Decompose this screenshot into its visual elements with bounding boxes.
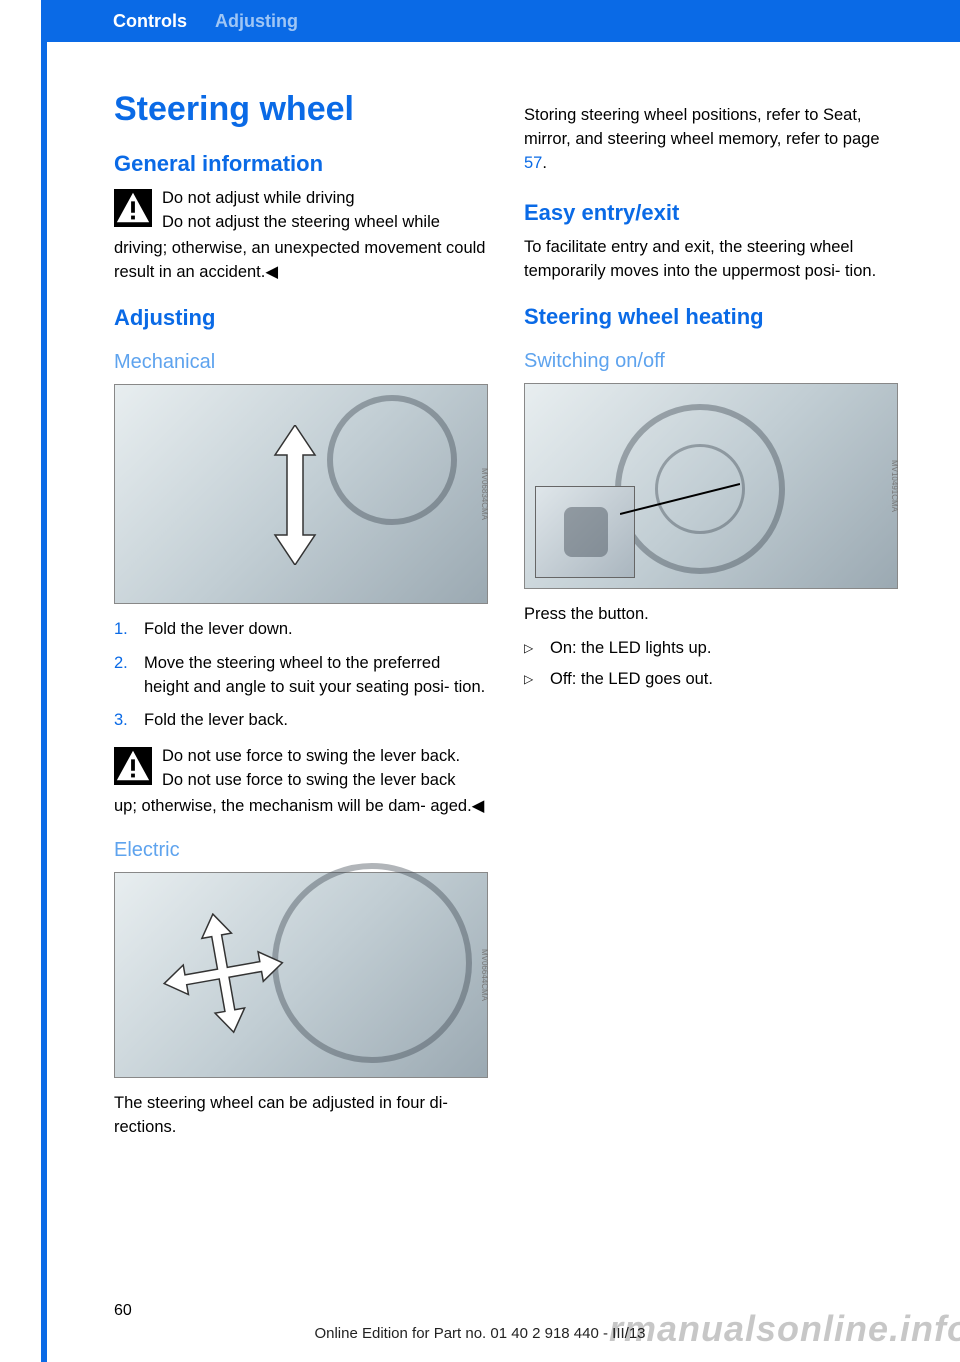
step-1: 1.Fold the lever down. (114, 618, 488, 642)
step-2-text: Move the steering wheel to the preferred… (144, 652, 488, 700)
step-2: 2.Move the steering wheel to the preferr… (114, 652, 488, 700)
bullet-off-text: Off: the LED goes out. (550, 668, 713, 692)
storing-text-after: . (542, 154, 547, 172)
step-num-2: 2. (114, 652, 144, 676)
breadcrumb-controls: Controls (47, 11, 187, 32)
heading-easy-entry-exit: Easy entry/exit (524, 200, 898, 226)
warning-1-line1: Do not adjust while driving (162, 187, 440, 211)
heading-mechanical: Mechanical (114, 351, 488, 374)
press-button-text: Press the button. (524, 603, 898, 627)
bullet-off: ▷Off: the LED goes out. (524, 668, 898, 692)
watermark: rmanualsonline.info (609, 1308, 960, 1350)
left-column: Steering wheel General information Do no… (114, 90, 488, 1148)
electric-paragraph: The steering wheel can be adjusted in fo… (114, 1092, 488, 1140)
warning-1-continuation: driving; otherwise, an unexpected moveme… (114, 237, 488, 285)
heading-switching-onoff: Switching on/off (524, 350, 898, 373)
step-1-text: Fold the lever down. (144, 618, 293, 642)
warning-2-continuation: up; otherwise, the mechanism will be dam… (114, 795, 488, 819)
page-number: 60 (114, 1302, 132, 1320)
triangle-bullet-icon: ▷ (524, 637, 550, 657)
warning-icon (114, 747, 152, 785)
heading-adjusting: Adjusting (114, 305, 488, 331)
figure-electric: MV06644CMA (114, 872, 488, 1078)
callout-line-icon (620, 479, 740, 519)
right-column: Storing steering wheel positions, refer … (524, 90, 898, 1148)
step-3-text: Fold the lever back. (144, 709, 288, 733)
warning-2-line2: Do not use force to swing the lever back (162, 769, 460, 793)
figure-code-1: MV06834CMA (480, 468, 489, 520)
figure-mechanical: MV06834CMA (114, 384, 488, 604)
breadcrumb-adjusting: Adjusting (187, 11, 298, 32)
warning-text-2: Do not use force to swing the lever back… (162, 745, 460, 793)
warning-block-1: Do not adjust while driving Do not adjus… (114, 187, 488, 235)
page-reference-57[interactable]: 57 (524, 154, 542, 172)
header-strip: Controls Adjusting (47, 0, 960, 42)
easy-paragraph: To facilitate entry and exit, the steeri… (524, 236, 898, 284)
figure-code-2: MV06644CMA (480, 949, 489, 1001)
step-num-3: 3. (114, 709, 144, 733)
warning-text-1: Do not adjust while driving Do not adjus… (162, 187, 440, 235)
heading-steering-wheel-heating: Steering wheel heating (524, 304, 898, 330)
side-accent-bar (41, 0, 47, 1362)
bullet-on: ▷On: the LED lights up. (524, 637, 898, 661)
figure-heating: MV10491CMA (524, 383, 898, 589)
warning-block-2: Do not use force to swing the lever back… (114, 745, 488, 793)
step-3: 3.Fold the lever back. (114, 709, 488, 733)
arrow-fourway-icon (155, 913, 295, 1053)
heading-general-information: General information (114, 151, 488, 177)
triangle-bullet-icon: ▷ (524, 668, 550, 688)
figure-code-3: MV10491CMA (890, 460, 899, 512)
bullet-on-text: On: the LED lights up. (550, 637, 711, 661)
heading-electric: Electric (114, 839, 488, 862)
step-num-1: 1. (114, 618, 144, 642)
storing-paragraph: Storing steering wheel positions, refer … (524, 104, 898, 176)
mechanical-steps: 1.Fold the lever down. 2.Move the steeri… (114, 618, 488, 734)
page-content: Steering wheel General information Do no… (114, 90, 898, 1148)
warning-2-line1: Do not use force to swing the lever back… (162, 745, 460, 769)
page-title: Steering wheel (114, 90, 488, 129)
warning-1-line2: Do not adjust the steering wheel while (162, 211, 440, 235)
arrow-updown-icon (265, 425, 325, 565)
warning-icon (114, 189, 152, 227)
led-bullets: ▷On: the LED lights up. ▷Off: the LED go… (524, 637, 898, 693)
storing-text: Storing steering wheel positions, refer … (524, 106, 880, 148)
